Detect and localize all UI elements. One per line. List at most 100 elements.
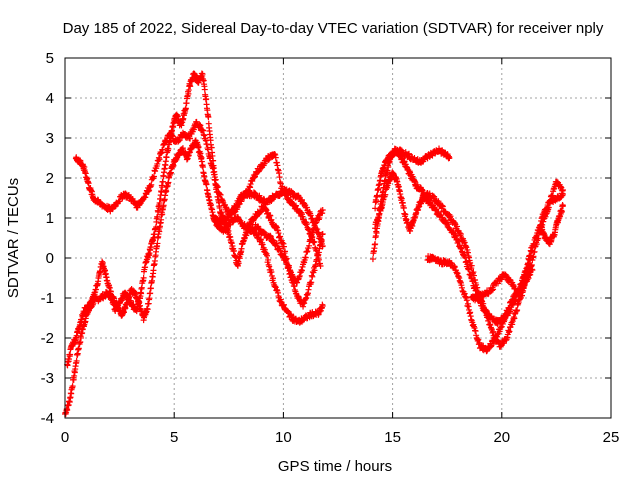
y-tick-label: -1 [41, 290, 54, 307]
data-point [308, 279, 315, 286]
data-point [140, 274, 147, 281]
axes-ticks: 0 5 10 15 20 25 -4 -3 -2 -1 0 1 2 3 4 5 [41, 50, 620, 446]
data-point [187, 135, 194, 142]
data-point [400, 204, 407, 211]
data-point [319, 303, 326, 309]
y-axis-label: SDTVAR / TECUs [5, 178, 22, 298]
data-point [106, 284, 113, 291]
series-track-g [372, 145, 453, 212]
data-point [201, 86, 208, 93]
data-point [107, 288, 114, 295]
x-axis-label: GPS time / hours [278, 458, 392, 475]
y-tick-label: 0 [46, 250, 54, 267]
data-point [235, 260, 242, 267]
data-point [372, 205, 379, 212]
series-track-a [62, 137, 326, 418]
data-point [528, 262, 535, 269]
data-point [369, 256, 376, 263]
series-track-j [468, 178, 566, 304]
data-point [205, 114, 212, 121]
data-point [69, 383, 76, 390]
data-point [182, 105, 189, 112]
data-point [317, 263, 324, 269]
data-point [319, 207, 326, 213]
data-point [199, 164, 206, 171]
data-point [276, 174, 283, 181]
y-tick-label: -4 [41, 410, 54, 427]
data-point [187, 83, 194, 90]
data-point [155, 208, 162, 215]
data-point [154, 240, 161, 247]
data-point [283, 255, 290, 262]
chart-title: Day 185 of 2022, Sidereal Day-to-day VTE… [63, 20, 604, 37]
grid [65, 58, 611, 418]
data-point [159, 184, 166, 191]
data-point [559, 187, 566, 193]
data-point [214, 183, 221, 190]
data-point [463, 297, 470, 304]
data-point [165, 145, 172, 152]
series-track-h [372, 169, 536, 350]
data-point [272, 154, 279, 161]
data-point [73, 357, 80, 364]
data-point [382, 191, 389, 198]
data-point [144, 306, 151, 313]
series-track-d [210, 186, 326, 250]
data-point [446, 155, 453, 161]
data-point [159, 178, 166, 185]
data-point [148, 181, 155, 188]
data-point [258, 208, 265, 215]
plot-frame [64, 57, 612, 419]
data-point [521, 281, 528, 288]
data-point [319, 243, 326, 249]
data-point [280, 243, 287, 250]
data-point [77, 339, 84, 346]
data-point [374, 192, 381, 199]
y-tick-label: -3 [41, 370, 54, 387]
data-point [282, 248, 289, 255]
x-tick-label: 5 [170, 429, 178, 446]
x-tick-label: 15 [384, 429, 401, 446]
data-point [212, 176, 219, 183]
data-point [559, 203, 566, 209]
x-tick-label: 0 [61, 429, 69, 446]
y-tick-label: -2 [41, 330, 54, 347]
series-track-f [369, 145, 566, 327]
data-point [203, 96, 210, 103]
series-track-e [249, 226, 326, 326]
data-point [285, 264, 292, 271]
y-tick-label: 5 [46, 50, 54, 67]
data-point [476, 339, 483, 346]
series-track-i [424, 243, 536, 355]
data-points [62, 70, 566, 418]
data-point [384, 167, 391, 174]
data-point [207, 154, 214, 161]
series-track-b [64, 70, 326, 369]
data-point [273, 240, 280, 247]
data-point [195, 144, 202, 151]
data-point [468, 262, 475, 269]
data-point [67, 351, 74, 358]
y-tick-label: 4 [46, 90, 54, 107]
x-tick-label: 10 [275, 429, 292, 446]
data-point [158, 188, 165, 195]
data-point [203, 181, 210, 188]
data-point [228, 240, 235, 247]
data-point [109, 294, 116, 301]
data-point [153, 224, 159, 231]
y-tick-label: 2 [46, 170, 54, 187]
x-tick-label: 20 [493, 429, 510, 446]
data-point [264, 252, 271, 259]
data-point [156, 156, 163, 163]
y-tick-label: 3 [46, 130, 54, 147]
data-point [238, 245, 245, 252]
y-tick-label: 1 [46, 210, 54, 227]
x-tick-label: 25 [603, 429, 620, 446]
data-point [302, 254, 309, 261]
data-point [485, 315, 492, 322]
data-point [514, 307, 521, 314]
data-point [147, 285, 154, 292]
series-track-k [538, 201, 566, 248]
data-point [372, 241, 379, 248]
